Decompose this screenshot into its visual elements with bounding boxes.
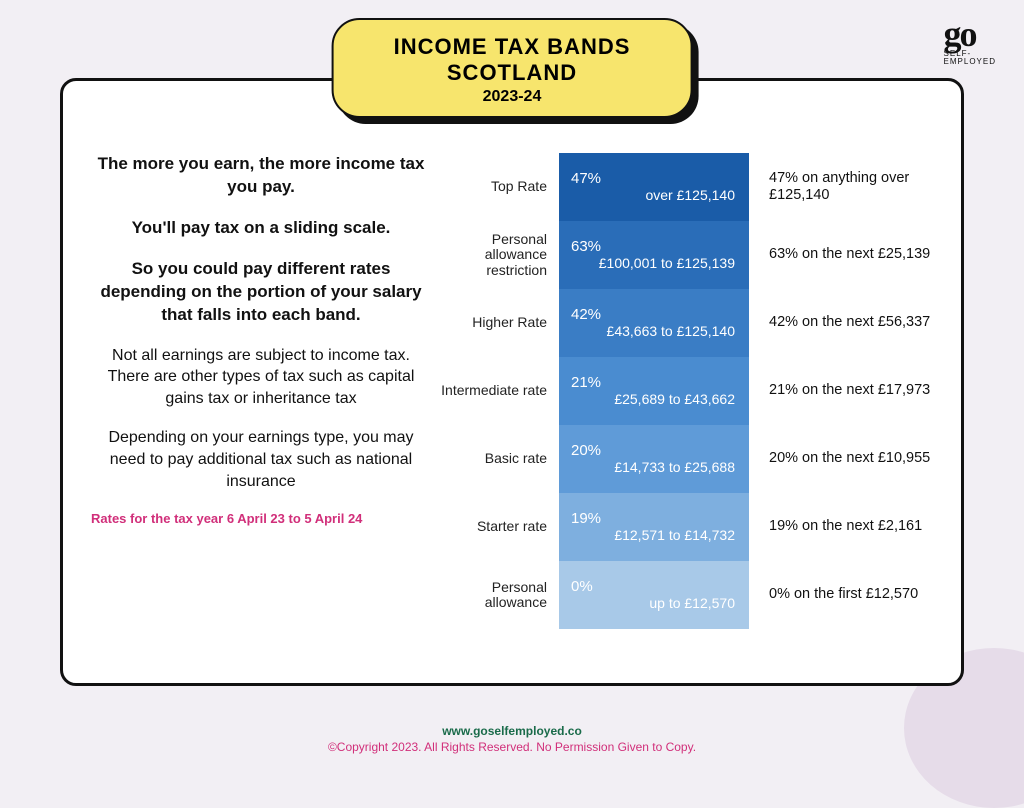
band-bar: 42%£43,663 to £125,140 — [559, 289, 749, 357]
band-bar: 0%up to £12,570 — [559, 561, 749, 629]
band-range: over £125,140 — [571, 187, 735, 203]
band-name: Basic rate — [441, 425, 559, 493]
logo-sub2: EMPLOYED — [944, 58, 996, 65]
band-name: Intermediate rate — [441, 357, 559, 425]
title-line2: SCOTLAND — [394, 60, 631, 86]
band-percent: 19% — [571, 510, 735, 527]
band-description: 63% on the next £25,139 — [749, 221, 937, 289]
band-name: Personal allowance — [441, 561, 559, 629]
band-bar: 20%£14,733 to £25,688 — [559, 425, 749, 493]
explainer-column: The more you earn, the more income tax y… — [91, 153, 431, 665]
tax-band-row: Top Rate47%over £125,14047% on anything … — [441, 153, 937, 221]
band-percent: 21% — [571, 374, 735, 391]
band-name: Higher Rate — [441, 289, 559, 357]
band-percent: 47% — [571, 170, 735, 187]
band-range: £25,689 to £43,662 — [571, 391, 735, 407]
band-description: 42% on the next £56,337 — [749, 289, 937, 357]
brand-logo: go SELF- EMPLOYED — [944, 18, 996, 65]
explainer-p2: You'll pay tax on a sliding scale. — [91, 217, 431, 240]
explainer-p1: The more you earn, the more income tax y… — [91, 153, 431, 199]
band-description: 0% on the first £12,570 — [749, 561, 937, 629]
band-range: up to £12,570 — [571, 595, 735, 611]
tax-band-row: Basic rate20%£14,733 to £25,68820% on th… — [441, 425, 937, 493]
tax-band-row: Personal allowance restriction63%£100,00… — [441, 221, 937, 289]
band-name: Starter rate — [441, 493, 559, 561]
title-line3: 2023-24 — [394, 88, 631, 106]
explainer-p3: So you could pay different rates dependi… — [91, 258, 431, 327]
band-description: 19% on the next £2,161 — [749, 493, 937, 561]
band-bar: 21%£25,689 to £43,662 — [559, 357, 749, 425]
band-description: 20% on the next £10,955 — [749, 425, 937, 493]
band-range: £100,001 to £125,139 — [571, 255, 735, 271]
band-percent: 42% — [571, 306, 735, 323]
tax-band-row: Starter rate19%£12,571 to £14,73219% on … — [441, 493, 937, 561]
explainer-p5: Depending on your earnings type, you may… — [91, 427, 431, 492]
band-bar: 47%over £125,140 — [559, 153, 749, 221]
explainer-p4: Not all earnings are subject to income t… — [91, 345, 431, 410]
band-bar: 19%£12,571 to £14,732 — [559, 493, 749, 561]
band-range: £14,733 to £25,688 — [571, 459, 735, 475]
band-description: 21% on the next £17,973 — [749, 357, 937, 425]
title-line1: INCOME TAX BANDS — [394, 34, 631, 60]
tax-bands-chart: Top Rate47%over £125,14047% on anything … — [441, 153, 937, 665]
page-footer: www.goselfemployed.co ©Copyright 2023. A… — [0, 724, 1024, 754]
tax-band-row: Personal allowance0%up to £12,5700% on t… — [441, 561, 937, 629]
tax-band-row: Intermediate rate21%£25,689 to £43,66221… — [441, 357, 937, 425]
band-percent: 20% — [571, 442, 735, 459]
footer-url: www.goselfemployed.co — [0, 724, 1024, 738]
main-card: The more you earn, the more income tax y… — [60, 78, 964, 686]
logo-main: go — [944, 18, 996, 50]
band-name: Personal allowance restriction — [441, 221, 559, 289]
band-percent: 63% — [571, 238, 735, 255]
band-range: £43,663 to £125,140 — [571, 323, 735, 339]
band-bar: 63%£100,001 to £125,139 — [559, 221, 749, 289]
tax-band-row: Higher Rate42%£43,663 to £125,14042% on … — [441, 289, 937, 357]
band-percent: 0% — [571, 578, 735, 595]
title-badge: INCOME TAX BANDS SCOTLAND 2023-24 — [332, 18, 693, 118]
rates-footnote: Rates for the tax year 6 April 23 to 5 A… — [91, 510, 431, 528]
band-description: 47% on anything over £125,140 — [749, 153, 937, 221]
footer-copyright: ©Copyright 2023. All Rights Reserved. No… — [0, 740, 1024, 754]
band-name: Top Rate — [441, 153, 559, 221]
band-range: £12,571 to £14,732 — [571, 527, 735, 543]
